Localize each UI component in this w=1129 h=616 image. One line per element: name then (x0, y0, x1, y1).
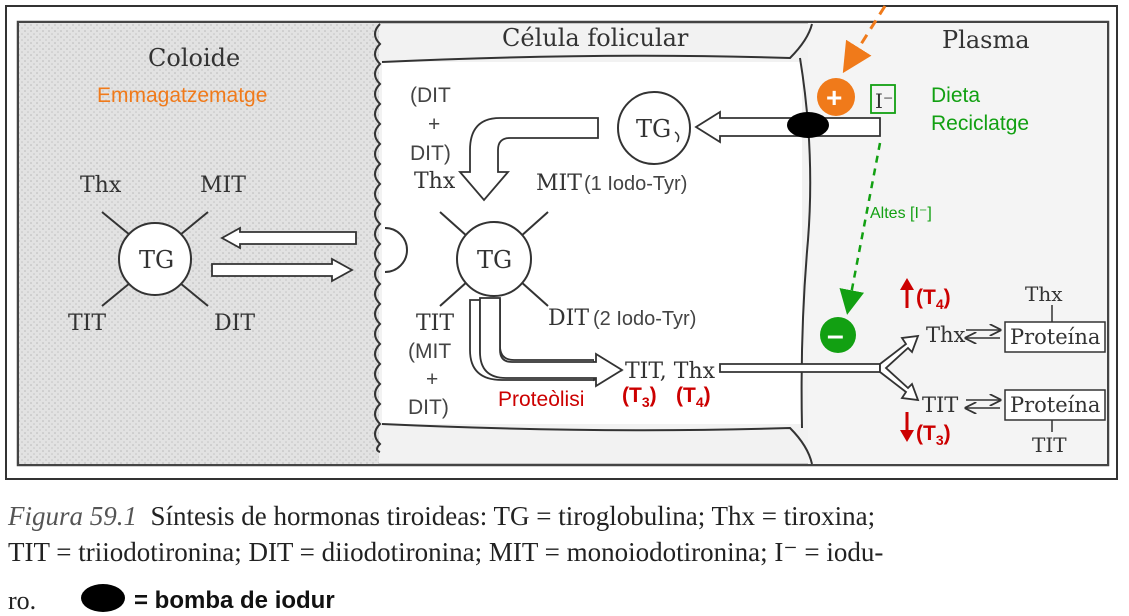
mit-plus-dit-line1: (MIT (408, 340, 451, 363)
mit-plus-dit-line2: + (426, 368, 438, 391)
inhibition-arrow (839, 142, 882, 315)
iodide-box-label: I⁻ (875, 89, 893, 113)
protein1-box (1004, 321, 1106, 353)
tg-to-coloid-arrow (211, 257, 354, 283)
tg-tail-mark (674, 131, 680, 143)
cell-tg-molecule (439, 211, 549, 307)
export-fork (879, 334, 920, 402)
pump-legend-icon (81, 584, 125, 612)
dit-plus-dit-line2: + (428, 113, 440, 136)
svg-text:(T4): (T4) (676, 384, 711, 410)
dit-2iodo-text: (2 Iodo-Tyr) (593, 308, 696, 330)
tg-to-cell-arrow (220, 226, 357, 250)
caption-line1-text: Síntesis de hormonas tiroideas: TG = tir… (150, 501, 876, 531)
t4-increase-arrowhead (900, 278, 914, 290)
mit-plus-dit-line3: DIT) (408, 396, 449, 419)
endocytic-vesicle (384, 227, 408, 273)
plasma-label: Plasma (942, 26, 1030, 54)
coloid-mit-label: MIT (200, 173, 246, 198)
caption-line1: Figura 59.1 Síntesis de hormonas tiroide… (8, 498, 1123, 534)
cell-tg-label: TG (477, 246, 512, 274)
plus-stimulation-icon (817, 78, 855, 116)
plasma-thx-top: Thx (1025, 282, 1063, 306)
tit-thx-out-label: TIT, Thx (625, 359, 716, 384)
diet-label: Dieta (931, 84, 980, 107)
svg-text:(T3): (T3) (622, 384, 657, 410)
hormone-export-arrow (719, 363, 881, 373)
coloid-tg-label: TG (139, 246, 174, 274)
coloid-tg-molecule (101, 211, 209, 307)
coloid-thx-label: Thx (80, 173, 122, 198)
minus-inhibition-icon (820, 317, 856, 353)
cell-bottom-membrane (381, 423, 813, 465)
proteolysis-label: Proteòlisi (498, 388, 584, 411)
cell-tit-label: TIT (416, 311, 454, 336)
plasma-thx-label: Thx (926, 323, 966, 347)
up-t4-label: (T4) (916, 286, 951, 312)
new-tg-circle (617, 91, 691, 165)
protein1-label: Proteína (1010, 325, 1100, 349)
figure-caption: Figura 59.1 Síntesis de hormonas tiroide… (8, 498, 1123, 570)
plus-sign: + (826, 82, 842, 113)
down-t3-label: (T3) (916, 422, 951, 448)
apical-membrane (374, 23, 382, 453)
dit-2iodo-dit: DIT (548, 306, 589, 331)
protein2-box (1004, 389, 1106, 421)
cell-thx-label: Thx (414, 169, 456, 194)
minus-sign: – (827, 319, 844, 352)
caption-line3: ro. (8, 586, 37, 615)
coupling-arrow (458, 117, 599, 202)
cell-top-membrane (381, 23, 813, 63)
high-iodide-label: Altes [I⁻] (870, 205, 932, 222)
coloid-label: Coloide (148, 44, 240, 72)
caption-line2: TIT = triiodotironina; DIT = diiodotiron… (8, 537, 884, 567)
figure-number: Figura 59.1 (8, 501, 138, 531)
dit-plus-dit-line1: (DIT (410, 84, 451, 107)
coloid-tit-label: TIT (68, 311, 106, 336)
coloid-dit-label: DIT (214, 311, 255, 336)
stimulus-arrow (842, 5, 887, 74)
storage-label: Emmagatzematge (97, 84, 267, 107)
mit-1iodo-mit: MIT (536, 171, 582, 196)
mit-1iodo-text: (1 Iodo-Tyr) (584, 173, 687, 195)
iodide-box (870, 84, 896, 114)
recycling-label: Reciclatge (931, 112, 1029, 135)
protein2-label: Proteína (1010, 393, 1100, 417)
iodide-pump (787, 112, 829, 138)
pump-legend-label: = bomba de iodur (134, 587, 335, 614)
new-tg-label: TG (636, 115, 671, 143)
dit-plus-dit-line3: DIT) (410, 142, 451, 165)
cell-label: Célula folicular (502, 24, 689, 52)
outer-frame (5, 5, 1118, 480)
plasma-tit-bottom: TIT (1032, 433, 1067, 457)
proteolysis-arrow-body (479, 297, 624, 388)
t3-decrease-arrowhead (900, 430, 914, 442)
t3-t4-under-labels: (T3) (T4) (622, 384, 711, 410)
plasma-tit-label: TIT (922, 393, 958, 417)
